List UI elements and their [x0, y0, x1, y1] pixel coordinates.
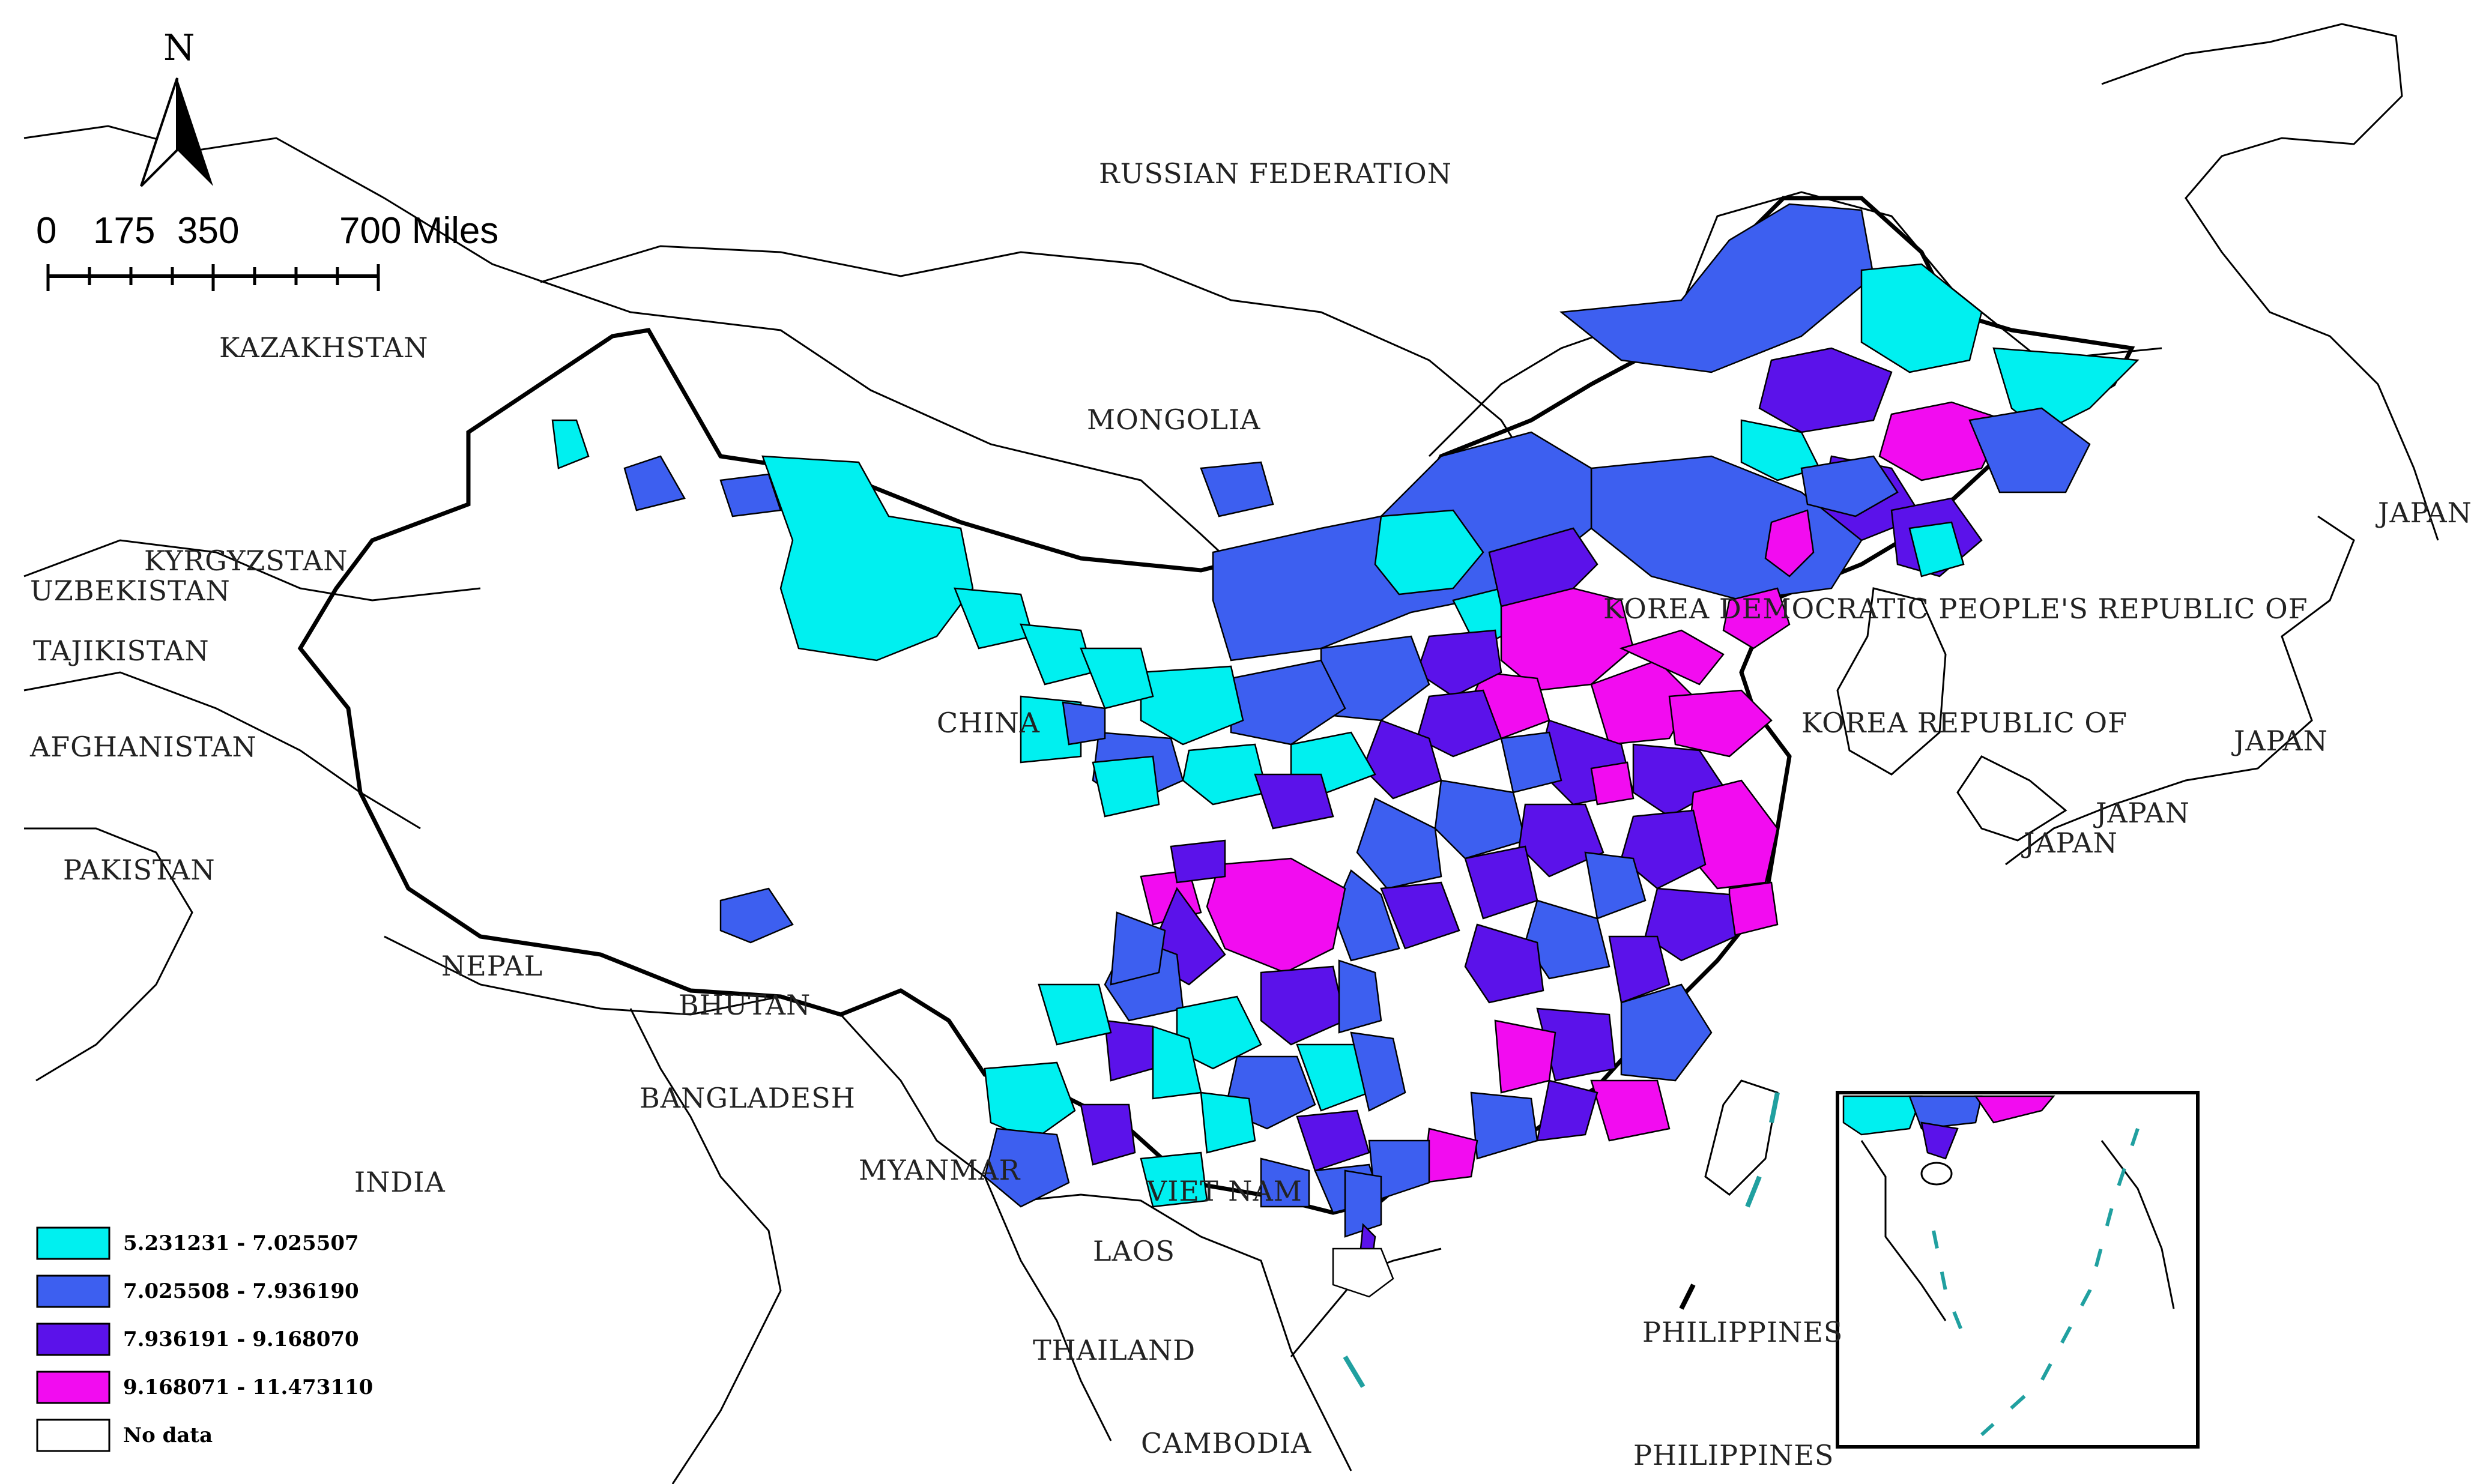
- label-philippines-2: PHILIPPINES: [1633, 1439, 1834, 1471]
- legend-item-1: 5.231231 - 7.025507: [36, 1226, 359, 1260]
- svg-text:7.936191 - 9.168070: 7.936191 - 9.168070: [123, 1327, 359, 1351]
- label-philippines-1: PHILIPPINES: [1642, 1316, 1843, 1348]
- label-rok: KOREA REPUBLIC OF: [1801, 707, 2128, 739]
- label-japan-1: JAPAN: [2376, 496, 2472, 529]
- label-bangladesh: BANGLADESH: [640, 1082, 856, 1114]
- inset-map: [1836, 1091, 2200, 1449]
- label-cambodia: CAMBODIA: [1141, 1427, 1311, 1459]
- north-label: N: [163, 27, 195, 69]
- svg-text:5.231231 - 7.025507: 5.231231 - 7.025507: [123, 1231, 359, 1255]
- label-afghanistan: AFGHANISTAN: [29, 731, 257, 763]
- svg-text:9.168071 - 11.473110: 9.168071 - 11.473110: [123, 1375, 373, 1399]
- label-mongolia: MONGOLIA: [1087, 403, 1260, 436]
- label-kyrgyzstan: KYRGYZSTAN: [144, 544, 348, 577]
- svg-text:7.025508 - 7.936190: 7.025508 - 7.936190: [123, 1279, 359, 1303]
- scale-label-175: 175: [93, 210, 155, 252]
- label-vietnam: VIET NAM: [1146, 1175, 1302, 1207]
- scale-label-0: 0: [36, 210, 56, 252]
- label-japan-4: JAPAN: [2021, 827, 2118, 859]
- region-polygons: [551, 203, 2140, 1298]
- label-myanmar: MYANMAR: [859, 1154, 1021, 1186]
- north-arrow: N: [140, 27, 213, 187]
- label-india: INDIA: [354, 1166, 446, 1198]
- legend-item-2: 7.025508 - 7.936190: [36, 1274, 359, 1308]
- legend-item-5: No data: [36, 1419, 213, 1452]
- label-nepal: NEPAL: [441, 950, 543, 982]
- label-dprk: KOREA DEMOCRATIC PEOPLE'S REPUBLIC OF: [1603, 593, 2308, 625]
- legend-item-4: 9.168071 - 11.473110: [36, 1371, 373, 1404]
- label-thailand: THAILAND: [1033, 1334, 1196, 1366]
- svg-text:No data: No data: [123, 1423, 213, 1447]
- legend: 5.231231 - 7.025507 7.025508 - 7.936190 …: [36, 1226, 373, 1452]
- label-uzbekistan: UZBEKISTAN: [30, 575, 231, 607]
- label-bhutan: BHUTAN: [679, 989, 811, 1021]
- country-borders: [23, 23, 2439, 1484]
- scale-bar: 0 175 350 700 Miles: [36, 210, 498, 291]
- label-kazakhstan: KAZAKHSTAN: [219, 331, 429, 364]
- label-russia: RUSSIAN FEDERATION: [1099, 157, 1452, 190]
- scale-label-350: 350: [177, 210, 239, 252]
- label-japan-3: JAPAN: [2093, 797, 2190, 829]
- legend-item-3: 7.936191 - 9.168070: [36, 1323, 359, 1356]
- scale-label-700: 700 Miles: [339, 210, 498, 252]
- label-japan-2: JAPAN: [2231, 725, 2328, 757]
- label-tajikistan: TAJIKISTAN: [33, 635, 210, 667]
- country-labels: RUSSIAN FEDERATION KAZAKHSTAN MONGOLIA K…: [29, 157, 2472, 1471]
- label-laos: LAOS: [1093, 1235, 1175, 1267]
- boundary-dashes: [1343, 1092, 1780, 1389]
- label-pakistan: PAKISTAN: [63, 854, 216, 886]
- label-china: CHINA: [937, 707, 1040, 739]
